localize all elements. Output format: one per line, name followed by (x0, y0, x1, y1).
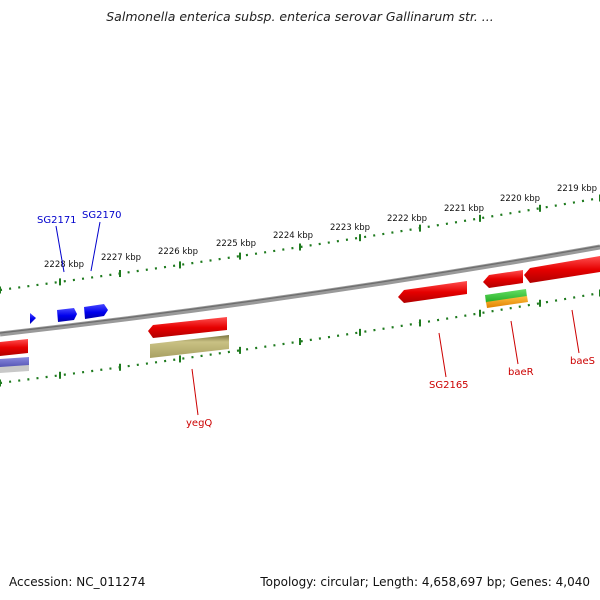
kbp-label: 2228 kbp (44, 260, 84, 270)
accession-text: Accession: NC_011274 (9, 575, 146, 589)
outer-scale-major-ticks (0, 194, 600, 294)
kbp-label: 2224 kbp (273, 231, 313, 241)
kbp-label: 2227 kbp (101, 253, 141, 263)
purple-feature-bar[interactable] (0, 357, 29, 368)
leader-baer (510, 320, 519, 365)
leader-yegq (191, 368, 199, 416)
kbp-label: 2221 kbp (444, 204, 484, 214)
map-title: Salmonella enterica subsp. enterica sero… (106, 9, 494, 24)
gene-arrow-red-baes[interactable] (524, 256, 600, 283)
inner-scale-major-ticks (0, 289, 600, 387)
gene-arrow-red-yegq[interactable] (148, 317, 227, 338)
inner-scale-dots (0, 291, 600, 385)
gene-label-yegq[interactable]: yegQ (186, 418, 212, 429)
gene-arrow-blue-sg2170[interactable] (84, 304, 108, 319)
gene-arrow-blue-sg2171[interactable] (57, 308, 77, 322)
kbp-label: 2219 kbp (557, 184, 597, 194)
leader-baes (571, 309, 580, 354)
leader-sg2171 (55, 225, 65, 273)
gene-arrow-red-baer[interactable] (483, 270, 523, 288)
leader-sg2165 (438, 332, 447, 378)
green-feature-bar[interactable] (485, 289, 527, 303)
olive-feature-bar[interactable] (150, 335, 229, 358)
forward-genes (30, 304, 108, 324)
kbp-label: 2220 kbp (500, 194, 540, 204)
gene-label-sg2170[interactable]: SG2170 (82, 210, 122, 221)
kbp-labels: 2228 kbp 2227 kbp 2226 kbp 2225 kbp 2224… (44, 184, 597, 270)
orange-feature-bar[interactable] (486, 296, 528, 308)
gene-label-sg2165[interactable]: SG2165 (429, 380, 469, 391)
gene-arrow-red-sg2165[interactable] (398, 281, 467, 303)
gene-label-baes[interactable]: baeS (570, 356, 595, 367)
kbp-label: 2223 kbp (330, 223, 370, 233)
kbp-label: 2222 kbp (387, 214, 427, 224)
leader-sg2170 (90, 221, 101, 272)
inner-features (0, 289, 528, 373)
kbp-label: 2226 kbp (158, 247, 198, 257)
kbp-label: 2225 kbp (216, 239, 256, 249)
gene-arrow-red-left[interactable] (0, 339, 28, 356)
grey-feature-bar[interactable] (0, 365, 29, 373)
genome-backbone (0, 244, 600, 337)
gene-label-baer[interactable]: baeR (508, 367, 534, 378)
genome-backbone-highlight (0, 245, 600, 334)
label-leader-lines (55, 221, 580, 416)
topology-text: Topology: circular; Length: 4,658,697 bp… (260, 575, 590, 589)
reverse-genes (0, 256, 600, 356)
gene-labels: SG2171 SG2170 yegQ SG2165 baeR baeS (37, 210, 595, 429)
gene-arrow-blue-1[interactable] (30, 313, 36, 324)
gene-label-sg2171[interactable]: SG2171 (37, 215, 77, 226)
